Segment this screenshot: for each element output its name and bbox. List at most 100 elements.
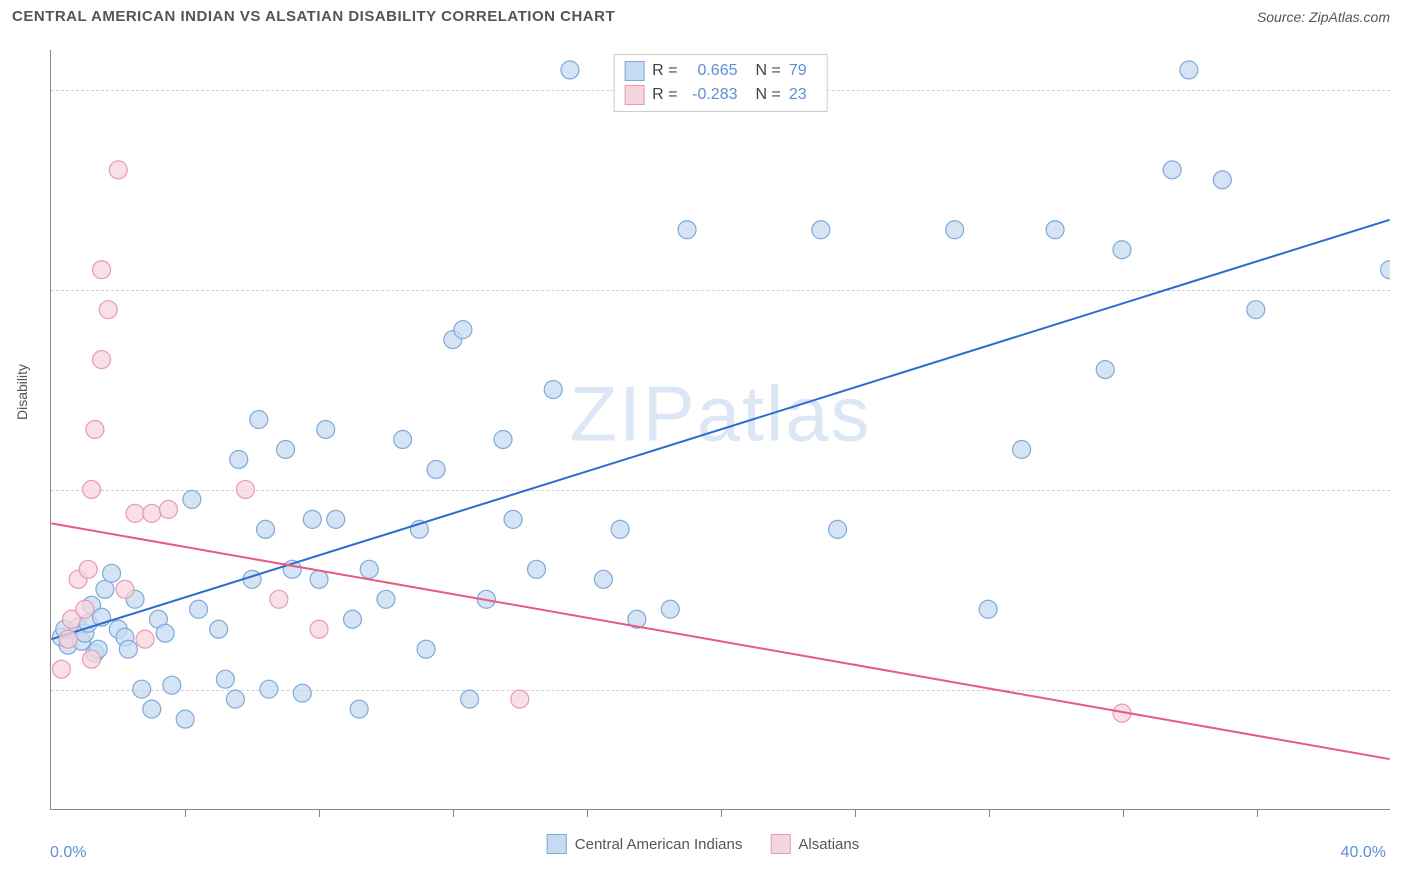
scatter-point: [979, 600, 997, 618]
scatter-point: [350, 700, 368, 718]
scatter-point: [327, 510, 345, 528]
x-tick: [587, 809, 588, 817]
scatter-point: [83, 650, 101, 668]
scatter-point: [461, 690, 479, 708]
scatter-point: [1163, 161, 1181, 179]
legend-series-label: Central American Indians: [575, 836, 743, 853]
scatter-point: [829, 520, 847, 538]
legend-r-value: -0.283: [686, 86, 738, 104]
scatter-point: [230, 450, 248, 468]
scatter-point: [257, 520, 275, 538]
legend-n-value: 23: [789, 86, 817, 104]
trend-line: [51, 220, 1389, 639]
scatter-point: [1096, 361, 1114, 379]
scatter-point: [83, 480, 101, 498]
chart-title: CENTRAL AMERICAN INDIAN VS ALSATIAN DISA…: [12, 8, 615, 25]
scatter-point: [210, 620, 228, 638]
source-label: Source: ZipAtlas.com: [1257, 9, 1390, 25]
trend-line: [51, 523, 1389, 759]
x-axis-max: 40.0%: [1341, 844, 1386, 862]
header: CENTRAL AMERICAN INDIAN VS ALSATIAN DISA…: [0, 0, 1406, 29]
scatter-point: [119, 640, 137, 658]
scatter-point: [109, 161, 127, 179]
scatter-point: [216, 670, 234, 688]
legend-r-value: 0.665: [686, 62, 738, 80]
scatter-point: [377, 590, 395, 608]
scatter-point: [96, 580, 114, 598]
x-tick: [1123, 809, 1124, 817]
scatter-point: [293, 684, 311, 702]
legend-n-label: N =: [756, 86, 781, 104]
x-tick: [1257, 809, 1258, 817]
scatter-point: [661, 600, 679, 618]
scatter-point: [136, 630, 154, 648]
scatter-point: [260, 680, 278, 698]
scatter-point: [812, 221, 830, 239]
scatter-point: [417, 640, 435, 658]
scatter-point: [678, 221, 696, 239]
scatter-point: [93, 261, 111, 279]
x-tick: [319, 809, 320, 817]
scatter-point: [52, 660, 70, 678]
scatter-point: [1213, 171, 1231, 189]
scatter-point: [116, 580, 134, 598]
scatter-point: [86, 421, 104, 439]
chart-plot-area: ZIPatlas R =0.665N =79R =-0.283N =23 10.…: [50, 50, 1390, 810]
scatter-point: [143, 700, 161, 718]
scatter-point: [611, 520, 629, 538]
legend-n-value: 79: [789, 62, 817, 80]
legend-n-label: N =: [756, 62, 781, 80]
scatter-point: [143, 504, 161, 522]
x-axis-min: 0.0%: [50, 844, 86, 862]
scatter-point: [1013, 440, 1031, 458]
scatter-point: [317, 421, 335, 439]
y-tick-label: 30.0%: [1394, 280, 1406, 298]
scatter-point: [594, 570, 612, 588]
x-tick: [721, 809, 722, 817]
scatter-point: [504, 510, 522, 528]
legend-swatch: [624, 85, 644, 105]
x-tick: [855, 809, 856, 817]
x-tick: [989, 809, 990, 817]
legend-swatch: [547, 834, 567, 854]
correlation-legend: R = 0.665 N = 79 R = -0.283 N = 23: [613, 54, 828, 112]
scatter-point: [454, 321, 472, 339]
scatter-point: [270, 590, 288, 608]
scatter-point: [99, 301, 117, 319]
scatter-point: [183, 490, 201, 508]
scatter-point: [277, 440, 295, 458]
y-tick-label: 10.0%: [1394, 680, 1406, 698]
legend-r-label: R =: [652, 62, 677, 80]
legend-swatch: [624, 61, 644, 81]
scatter-point: [1046, 221, 1064, 239]
scatter-point: [561, 61, 579, 79]
scatter-point: [310, 620, 328, 638]
scatter-point: [126, 504, 144, 522]
y-tick-label: 40.0%: [1394, 80, 1406, 98]
scatter-point: [427, 460, 445, 478]
scatter-point: [76, 600, 94, 618]
scatter-point: [156, 624, 174, 642]
scatter-point: [528, 560, 546, 578]
scatter-point: [946, 221, 964, 239]
x-tick: [185, 809, 186, 817]
bottom-legend-item: Alsatians: [770, 834, 859, 854]
scatter-point: [1113, 241, 1131, 259]
scatter-point: [59, 630, 77, 648]
legend-row: R = -0.283 N = 23: [624, 83, 817, 107]
scatter-point: [1180, 61, 1198, 79]
scatter-point: [163, 676, 181, 694]
scatter-point: [1381, 261, 1390, 279]
series-legend: Central American Indians Alsatians: [547, 834, 859, 854]
scatter-point: [176, 710, 194, 728]
scatter-point: [303, 510, 321, 528]
legend-series-label: Alsatians: [798, 836, 859, 853]
legend-r-label: R =: [652, 86, 677, 104]
scatter-point: [511, 690, 529, 708]
scatter-point: [236, 480, 254, 498]
scatter-point: [360, 560, 378, 578]
legend-swatch: [770, 834, 790, 854]
y-tick-label: 20.0%: [1394, 480, 1406, 498]
scatter-point: [190, 600, 208, 618]
scatter-point: [250, 411, 268, 429]
